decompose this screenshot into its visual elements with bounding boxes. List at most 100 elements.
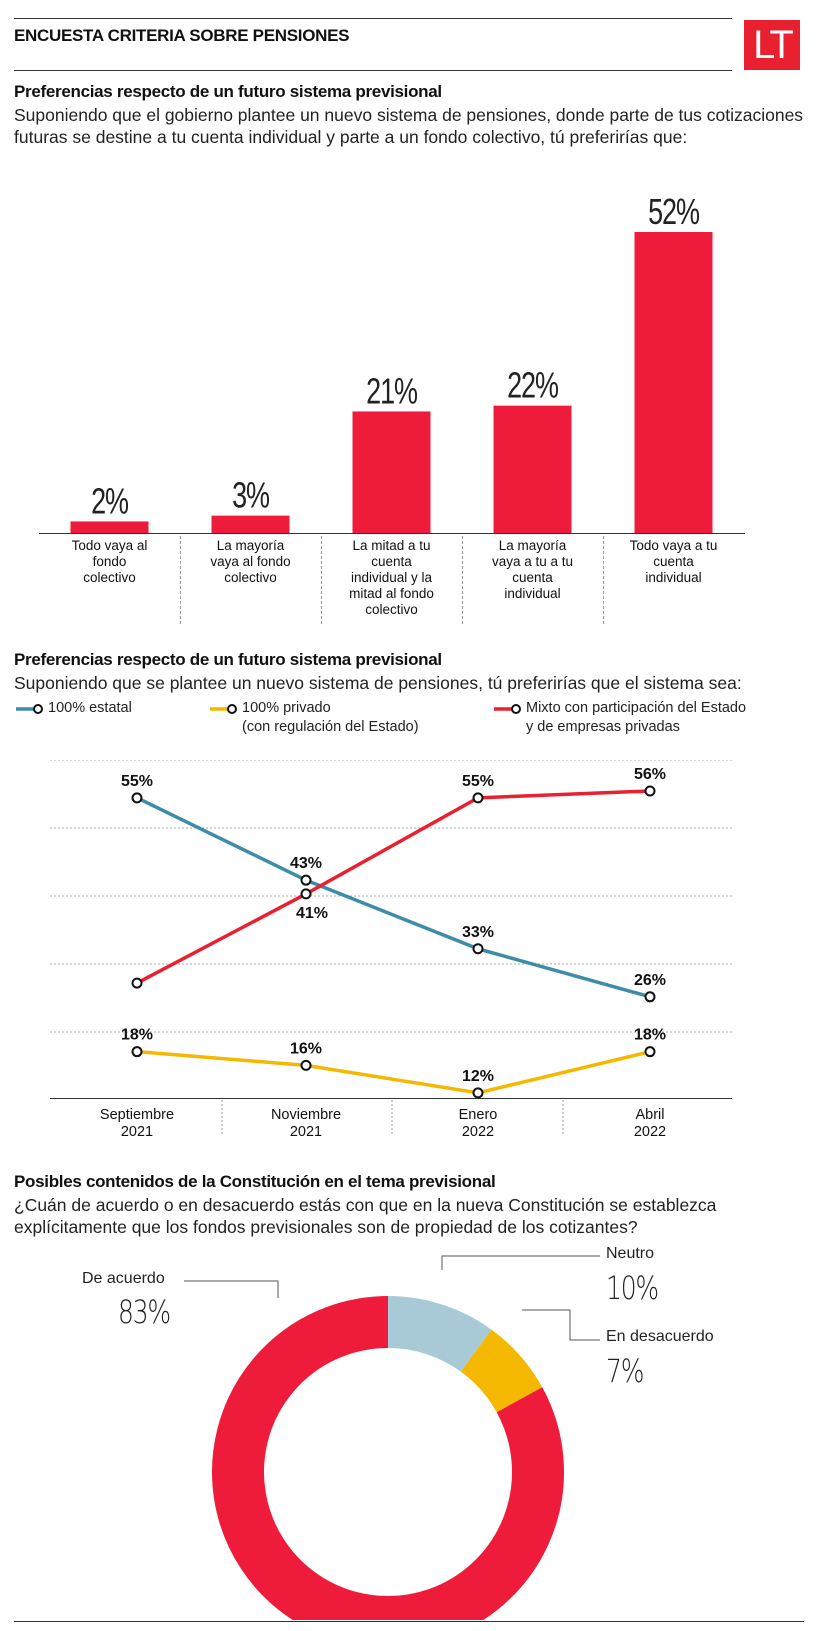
series-2-point-1: [300, 888, 312, 900]
legend-marker-2: [494, 704, 521, 714]
donut-label-0: De acuerdo: [82, 1270, 165, 1287]
x-tick-label-3-0: Abril: [635, 1107, 664, 1123]
legend-label-line: 100% estatal: [48, 700, 132, 716]
series-1-point-0: [131, 1046, 143, 1058]
series-2-label-3: 56%: [634, 766, 666, 783]
bar-category-line: cuenta: [512, 570, 553, 585]
bar-value-label-3: 22%: [507, 365, 559, 406]
series-0-point-0: [131, 792, 143, 804]
footer-rule: [14, 1621, 804, 1622]
series-2-label-1: 41%: [296, 905, 328, 922]
bar-divider-2: [321, 536, 322, 624]
donut-pct-2: 7%: [606, 1352, 644, 1390]
line-chart: 18% 16% 12% 18% 55% 43% 33% 26% 41% 55% 56% Septiem…: [50, 760, 732, 1140]
bar-3: [493, 405, 572, 533]
x-tick-label-1-1: 2021: [290, 1124, 322, 1140]
series-line-0: [136, 796, 651, 999]
bar-category-label-0: Todo vaya al fondo colectivo: [40, 538, 180, 586]
series-0-point-2: [472, 943, 484, 955]
series-0-label-2: 33%: [462, 924, 494, 941]
series-0-label-3: 26%: [634, 972, 666, 989]
bar-category-line: individual y la: [350, 570, 433, 585]
legend-label-line: y de empresas privadas: [526, 719, 680, 735]
donut-chart: [184, 1255, 600, 1620]
bar-0: [70, 521, 149, 533]
legend-dot-1: [227, 704, 237, 714]
leader-neutro: [441, 1255, 600, 1270]
leader-desacuerdo: [522, 1309, 600, 1341]
series-2-label-2: 55%: [462, 773, 494, 790]
section2-title: Preferencias respecto de un futuro siste…: [14, 650, 442, 669]
legend-label-0: 100% estatal: [48, 699, 132, 718]
bar-category-line: Todo vaya a tu: [629, 538, 718, 553]
bar-category-label-4: Todo vaya a tu cuenta individual: [604, 538, 744, 586]
legend-marker-1: [210, 704, 237, 714]
bar-category-line: La mayoría: [216, 538, 285, 553]
bar-category-line: colectivo: [83, 570, 136, 585]
bar-category-label-1: La mayoría vaya al fondo colectivo: [181, 538, 321, 586]
series-0-label-1: 43%: [290, 855, 322, 872]
legend-dot-0: [33, 704, 43, 714]
bar-category-label-3: La mayoría vaya a tu a tu cuenta individual: [463, 538, 603, 602]
series-0-point-1: [300, 874, 312, 886]
bar-value-label-0: 2%: [91, 481, 129, 522]
series-1-point-2: [472, 1087, 484, 1099]
x-tick-label-2-0: Enero: [459, 1107, 498, 1123]
bar-divider-1: [180, 536, 181, 624]
legend-label-line: (con regulación del Estado): [242, 719, 419, 735]
bar-category-line: La mayoría: [498, 538, 567, 553]
bar-category-line: La mitad a tu: [352, 538, 431, 553]
bar-value-label-1: 3%: [232, 475, 270, 516]
section3-subtitle: ¿Cuán de acuerdo o en desacuerdo estás c…: [14, 1195, 717, 1237]
series-1-label-2: 12%: [462, 1068, 494, 1085]
bar-divider-4: [603, 536, 604, 624]
bar-category-label-2: La mitad a tu cuenta individual y la mitad …: [322, 538, 462, 618]
donut-label-2: En desacuerdo: [606, 1328, 714, 1345]
bar-1: [211, 515, 290, 533]
bar-chart: 2% 3% 21% 22% 52%: [39, 191, 745, 534]
bar-2: [352, 411, 431, 533]
section3-title: Posibles contenidos de la Constitución e…: [14, 1172, 496, 1191]
legend-label-line: 100% privado: [242, 700, 331, 716]
section2-subtitle: Suponiendo que se plantee un nuevo siste…: [14, 673, 742, 693]
legend-marker-0: [16, 704, 43, 714]
legend-dot-2: [511, 704, 521, 714]
donut-label-1: Neutro: [606, 1245, 655, 1262]
bar-category-line: cuenta: [653, 554, 694, 569]
series-2-point-3: [644, 785, 656, 797]
x-tick-label-1-0: Noviembre: [271, 1107, 341, 1123]
bar-category-line: vaya al fondo: [210, 554, 291, 569]
series-2-point-2: [472, 792, 484, 804]
series-1-label-3: 18%: [634, 1027, 666, 1044]
donut-slice-1: [387, 1296, 492, 1373]
series-0-point-3: [644, 991, 656, 1003]
bar-category-line: individual: [504, 586, 561, 601]
bar-category-line: mitad al fondo: [349, 586, 434, 601]
bar-category-line: individual: [645, 570, 702, 585]
section1-title: Preferencias respecto de un futuro siste…: [14, 82, 442, 101]
bar-category-line: Todo vaya al: [71, 538, 148, 553]
x-tick-label-2-1: 2022: [462, 1124, 494, 1140]
donut-slice-0: [212, 1296, 564, 1620]
legend-label-1: 100% privado (con regulación del Estado): [242, 699, 419, 737]
bar-value-label-4: 52%: [648, 191, 700, 232]
bar-4: [634, 232, 713, 533]
legend-label-line: Mixto con participación del Estado: [526, 700, 747, 716]
series-1-label-0: 18%: [121, 1027, 153, 1044]
bar-divider-3: [462, 536, 463, 624]
series-line-1: [136, 1049, 651, 1095]
series-0-label-0: 55%: [121, 773, 153, 790]
x-tick-label-3-1: 2022: [634, 1124, 666, 1140]
series-1-label-1: 16%: [290, 1040, 322, 1057]
donut-pct-1: 10%: [606, 1269, 659, 1307]
section1-subtitle: Suponiendo que el gobierno plantee un nu…: [14, 105, 804, 147]
header-top-rule: [14, 18, 732, 19]
bar-category-line: fondo: [92, 554, 127, 569]
series-line-2: [136, 789, 651, 985]
series-1-point-3: [644, 1046, 656, 1058]
x-tick-label-0-0: Septiembre: [100, 1107, 174, 1123]
x-tick-label-0-1: 2021: [121, 1124, 153, 1140]
bar-category-line: colectivo: [224, 570, 277, 585]
bar-value-label-2: 21%: [366, 371, 418, 412]
donut-pct-0: 83%: [118, 1293, 171, 1331]
